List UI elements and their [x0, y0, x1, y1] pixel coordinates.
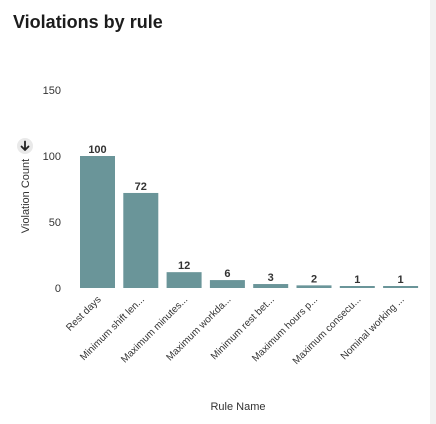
chart-title: Violations by rule — [13, 12, 163, 32]
scrollbar-track[interactable] — [430, 0, 436, 424]
bar[interactable] — [209, 280, 245, 288]
bar[interactable] — [296, 285, 332, 288]
bar-value-label: 12 — [178, 260, 190, 272]
bar-data-labels: 100 72 12 6 3 2 1 1 — [88, 144, 403, 286]
bar[interactable] — [253, 284, 289, 288]
bar-value-label: 100 — [88, 144, 106, 156]
bar[interactable] — [383, 286, 419, 288]
y-tick-label: 100 — [43, 151, 61, 163]
bar-value-label: 6 — [224, 268, 230, 280]
y-axis-label: Violation Count — [20, 159, 32, 233]
bar-value-label: 1 — [354, 274, 360, 286]
bars — [80, 156, 419, 288]
bar-value-label: 3 — [268, 272, 274, 284]
bar[interactable] — [339, 286, 375, 288]
x-tick-label: Rest days — [64, 294, 103, 333]
y-tick-label: 150 — [43, 85, 61, 97]
bar[interactable] — [80, 156, 115, 288]
bar[interactable] — [166, 272, 202, 288]
bar-value-label: 2 — [311, 273, 317, 285]
sort-button[interactable] — [17, 138, 33, 154]
bar-value-label: 72 — [135, 181, 147, 193]
arrow-down-icon[interactable] — [20, 140, 30, 151]
y-axis-ticks: 0 50 100 150 — [43, 85, 61, 295]
y-tick-label: 50 — [49, 217, 61, 229]
bar-value-label: 1 — [398, 274, 404, 286]
y-tick-label: 0 — [55, 283, 61, 295]
bar[interactable] — [123, 192, 159, 288]
x-axis-label: Rule Name — [210, 401, 265, 413]
